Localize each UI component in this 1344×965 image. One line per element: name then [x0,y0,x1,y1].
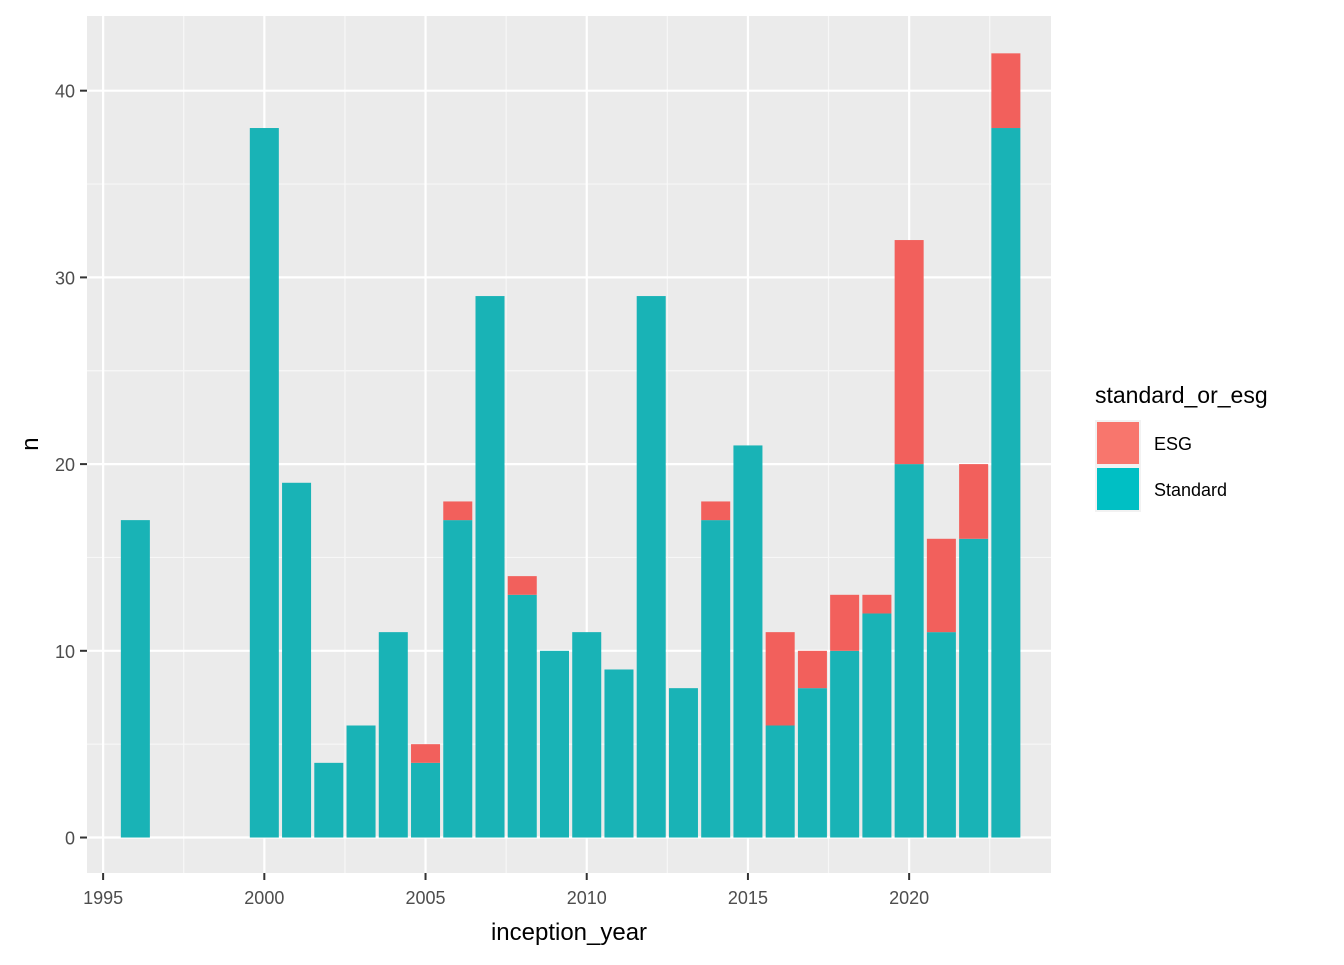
y-tick-label: 30 [55,268,75,288]
bar-esg-2017 [797,650,827,689]
bar-standard-2010 [572,632,602,838]
bar-esg-2014 [701,501,731,521]
bar-esg-2019 [862,594,892,614]
bar-standard-2018 [830,650,860,838]
bar-esg-2022 [959,464,989,539]
bar-standard-2013 [668,688,698,838]
bar-standard-2022 [959,538,989,838]
x-axis: 1995 2000 2005 2010 2015 2020 [83,873,929,908]
bar-standard-2014 [701,520,731,838]
bar-standard-2005 [411,762,441,838]
bar-standard-2012 [636,296,666,838]
bar-esg-2020 [894,240,924,465]
y-tick-label: 40 [55,82,75,102]
legend-title: standard_or_esg [1095,382,1268,408]
bar-esg-2008 [507,576,537,595]
legend-label-esg: ESG [1154,434,1192,454]
bar-esg-2006 [443,501,473,521]
bar-standard-2003 [346,725,376,838]
x-tick-label: 2020 [889,888,929,908]
bar-esg-2018 [830,594,860,651]
legend-keys: ESG Standard [1095,420,1227,512]
bar-esg-2021 [926,538,956,633]
bar-esg-2016 [765,632,795,726]
x-axis-label: inception_year [491,919,647,946]
x-tick-label: 2005 [406,888,446,908]
y-tick-label: 0 [65,829,75,849]
bar-standard-2009 [539,650,569,838]
bar-standard-2016 [765,725,795,838]
bar-standard-1996 [120,520,150,838]
bar-standard-2021 [926,632,956,838]
bar-standard-2001 [282,482,312,838]
x-tick-label: 1995 [83,888,123,908]
bar-standard-2004 [378,632,408,838]
bar-standard-2002 [314,762,344,838]
bar-standard-2015 [733,445,763,838]
legend-swatch-esg [1097,422,1139,464]
bar-esg-2005 [411,744,441,763]
y-tick-label: 10 [55,642,75,662]
x-tick-label: 2010 [567,888,607,908]
y-axis: 0 10 20 30 40 [55,82,87,849]
x-tick-label: 2000 [244,888,284,908]
bar-standard-2007 [475,296,505,838]
bar-standard-2011 [604,669,634,838]
bar-standard-2000 [249,128,279,838]
bar-standard-2008 [507,594,537,838]
major-gridlines [87,16,1051,873]
legend-swatch-standard [1097,468,1139,510]
bars [120,53,1021,838]
bar-standard-2006 [443,520,473,838]
y-axis-label: n [17,437,44,450]
bar-standard-2019 [862,613,892,838]
x-tick-label: 2015 [728,888,768,908]
bar-standard-2023 [991,128,1021,838]
bar-esg-2023 [991,53,1021,129]
y-tick-label: 20 [55,455,75,475]
legend-label-standard: Standard [1154,480,1227,500]
bar-standard-2017 [797,688,827,838]
legend: standard_or_esg ESG Standard [1095,382,1268,512]
bar-standard-2020 [894,464,924,838]
